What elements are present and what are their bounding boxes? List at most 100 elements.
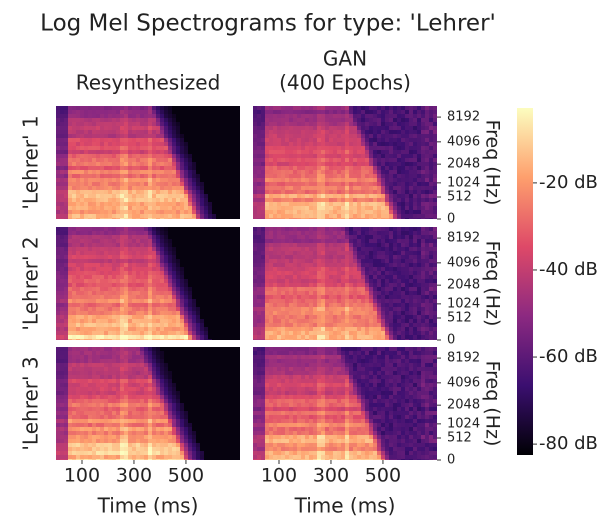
spectrogram-cell xyxy=(80,227,84,231)
spectrogram-cell xyxy=(397,255,401,259)
spectrogram-cell xyxy=(152,255,156,259)
spectrogram-cell xyxy=(144,315,148,319)
spectrogram-cell xyxy=(377,166,381,170)
spectrogram-cell xyxy=(176,138,180,142)
spectrogram-cell xyxy=(112,235,116,239)
spectrogram-cell xyxy=(72,130,76,134)
spectrogram-cell xyxy=(192,138,196,142)
spectrogram-cell xyxy=(128,255,132,259)
spectrogram-cell xyxy=(297,299,301,303)
spectrogram-cell xyxy=(228,166,232,170)
spectrogram-cell xyxy=(365,162,369,166)
spectrogram-cell xyxy=(377,174,381,178)
spectrogram-cell xyxy=(156,178,160,182)
spectrogram-cell xyxy=(377,106,381,110)
spectrogram-cell xyxy=(232,202,236,206)
spectrogram-cell xyxy=(377,134,381,138)
spectrogram-cell xyxy=(285,146,289,150)
spectrogram-cell xyxy=(212,251,216,255)
spectrogram-cell xyxy=(289,162,293,166)
spectrogram-cell xyxy=(104,335,108,339)
spectrogram-cell xyxy=(188,307,192,311)
spectrogram-cell xyxy=(152,118,156,122)
spectrogram-cell xyxy=(100,110,104,114)
spectrogram-cell xyxy=(405,275,409,279)
spectrogram-cell xyxy=(353,259,357,263)
spectrogram-cell xyxy=(92,339,96,340)
spectrogram-cell xyxy=(293,218,297,219)
spectrogram-cell xyxy=(56,331,60,335)
spectrogram-cell xyxy=(64,235,68,239)
spectrogram-cell xyxy=(104,154,108,158)
spectrogram-cell xyxy=(76,323,80,327)
spectrogram-cell xyxy=(413,210,417,214)
spectrogram-cell xyxy=(277,291,281,295)
spectrogram-cell xyxy=(405,210,409,214)
spectrogram-cell xyxy=(341,122,345,126)
spectrogram-cell xyxy=(277,194,281,198)
spectrogram-cell xyxy=(148,235,152,239)
spectrogram-cell xyxy=(176,303,180,307)
spectrogram-cell xyxy=(353,218,357,219)
spectrogram-cell xyxy=(365,279,369,283)
spectrogram-cell xyxy=(413,267,417,271)
spectrogram-cell xyxy=(196,303,200,307)
spectrogram-cell xyxy=(285,267,289,271)
spectrogram-cell xyxy=(224,311,228,315)
spectrogram-cell xyxy=(421,122,425,126)
spectrogram-cell xyxy=(277,275,281,279)
spectrogram-cell xyxy=(265,190,269,194)
spectrogram-cell xyxy=(381,146,385,150)
spectrogram-cell xyxy=(200,323,204,327)
spectrogram-cell xyxy=(224,327,228,331)
spectrogram-cell xyxy=(425,303,429,307)
spectrogram-cell xyxy=(353,186,357,190)
spectrogram-cell xyxy=(353,110,357,114)
spectrogram-cell xyxy=(361,178,365,182)
spectrogram-cell xyxy=(333,218,337,219)
spectrogram-cell xyxy=(305,287,309,291)
spectrogram-cell xyxy=(176,315,180,319)
spectrogram-cell xyxy=(192,247,196,251)
spectrogram-cell xyxy=(76,130,80,134)
spectrogram-cell xyxy=(365,150,369,154)
spectrogram-cell xyxy=(297,279,301,283)
spectrogram-cell xyxy=(277,122,281,126)
spectrogram-cell xyxy=(261,126,265,130)
spectrogram-cell xyxy=(60,186,64,190)
spectrogram-cell xyxy=(369,255,373,259)
spectrogram-cell xyxy=(164,214,168,218)
spectrogram-cell xyxy=(345,255,349,259)
spectrogram-cell xyxy=(353,202,357,206)
spectrogram-cell xyxy=(277,307,281,311)
spectrogram-cell xyxy=(373,106,377,110)
spectrogram-cell xyxy=(160,202,164,206)
spectrogram-cell xyxy=(68,291,72,295)
spectrogram-cell xyxy=(253,130,257,134)
spectrogram-cell xyxy=(116,315,120,319)
spectrogram-cell xyxy=(369,114,373,118)
spectrogram-cell xyxy=(220,299,224,303)
spectrogram-cell xyxy=(128,275,132,279)
spectrogram-cell xyxy=(413,122,417,126)
spectrogram-cell xyxy=(236,186,240,190)
spectrogram-cell xyxy=(325,263,329,267)
spectrogram-cell xyxy=(409,251,413,255)
spectrogram-cell xyxy=(281,295,285,299)
spectrogram-cell xyxy=(313,206,317,210)
spectrogram-cell xyxy=(80,251,84,255)
spectrogram-cell xyxy=(309,186,313,190)
spectrogram-cell xyxy=(160,335,164,339)
spectrogram-cell xyxy=(253,198,257,202)
spectrogram-cell xyxy=(321,218,325,219)
spectrogram-cell xyxy=(216,231,220,235)
spectrogram-cell xyxy=(204,315,208,319)
spectrogram-cell xyxy=(188,174,192,178)
spectrogram-cell xyxy=(341,154,345,158)
spectrogram-cell xyxy=(100,263,104,267)
spectrogram-cell xyxy=(397,303,401,307)
spectrogram-cell xyxy=(361,251,365,255)
spectrogram-cell xyxy=(409,218,413,219)
spectrogram-cell xyxy=(317,174,321,178)
spectrogram-cell xyxy=(56,275,60,279)
